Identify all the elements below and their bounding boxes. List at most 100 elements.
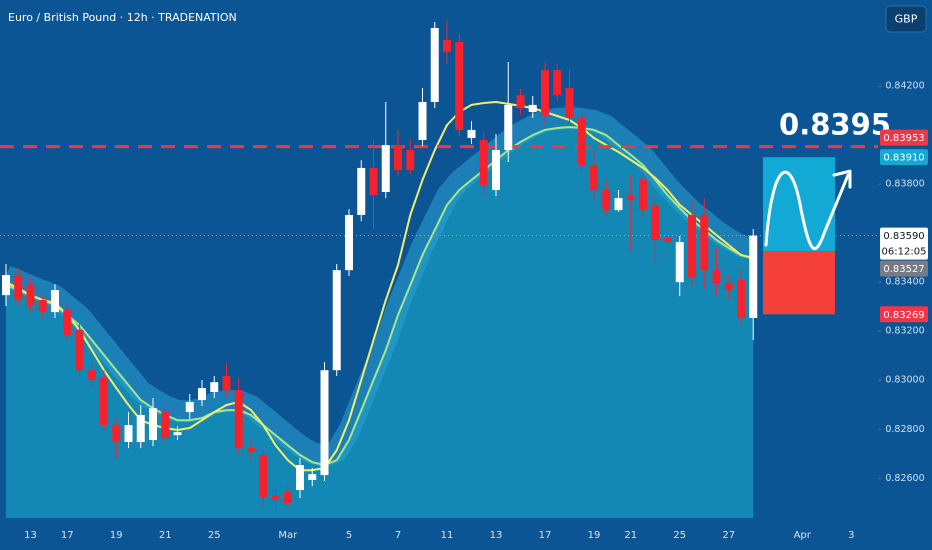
candle-body [112,425,121,443]
forecast-arrowhead [832,169,852,189]
price-label-box [880,149,928,166]
price-label: 0.83910 [883,153,924,164]
x-tick-label: 25 [208,530,221,541]
candle-body [528,104,537,113]
currency-button[interactable] [885,5,927,33]
forecast-arrow [764,170,850,251]
x-tick-label: 5 [346,530,352,541]
y-tick-label: 0.83400 [885,277,924,288]
candle-body [149,408,157,441]
candle-body [247,448,255,453]
candle-body [14,275,23,301]
candle-body [651,204,660,241]
candle-body [418,101,427,140]
candle-body [737,279,745,318]
candle-body [479,139,488,186]
y-tick-label: 0.83800 [885,179,924,190]
candle-body [675,241,684,283]
candle-body [504,104,513,151]
x-tick-label: 17 [61,530,74,541]
ma-line [5,126,754,466]
candle-body [296,465,304,491]
x-tick-label: 19 [110,530,123,541]
candle-body [51,290,59,313]
candle-body [87,370,96,380]
x-tick-label: 27 [722,530,735,541]
candle-body [234,390,243,449]
candle-body [369,167,378,196]
chart-title: Euro / British Pound · 12h · TRADENATION [8,11,237,24]
candle-body [222,376,231,391]
candle-body [541,70,549,115]
currency-label[interactable]: GBP [895,13,918,26]
candle-body [124,425,133,443]
candle-body [577,117,586,165]
candle-body [2,275,10,296]
x-tick-label: 21 [159,530,172,541]
price-label-box [880,227,928,260]
x-tick-label: 17 [539,530,552,541]
x-tick-label: 13 [490,530,503,541]
y-tick-label: 0.83200 [885,326,924,337]
candle-body [700,214,709,271]
price-label: 0.83953 [883,133,924,144]
candle-body [26,285,35,305]
candle-body [345,214,353,271]
candle-body [136,415,145,443]
candle-body [271,495,280,501]
candle-body [161,412,170,439]
x-tick-label: 13 [24,530,37,541]
candle-body [724,283,733,291]
annotation: 0.8395 [779,108,891,142]
candle-body [210,382,219,392]
y-tick-label: 0.84200 [885,81,924,92]
candle-body [38,300,47,313]
x-tick-label: 25 [673,530,686,541]
candle-body [332,270,341,371]
candle-body [394,145,402,171]
candle-body [381,145,390,192]
x-tick-label: 3 [848,530,854,541]
candle-body [430,27,439,102]
candle-body [455,41,464,130]
price-label: 0.83269 [883,310,924,321]
x-tick-label: 11 [441,530,454,541]
x-tick-label: Apr [794,530,812,541]
x-tick-label: 21 [624,530,637,541]
candle-body [259,454,268,498]
candle-body [516,95,525,109]
candle-body [688,214,696,278]
stop-zone [763,251,835,315]
price-label: 0.83527 [883,264,924,275]
price-label: 0.83590 [883,231,924,242]
candle-body [467,129,476,139]
candle-body [639,179,647,211]
candle-body [320,370,329,476]
x-tick-label: Mar [278,530,298,541]
candle-body [308,474,317,481]
candle-body [590,164,598,190]
plot-area [0,20,878,518]
candle-body [712,270,721,284]
candle-body [283,492,292,504]
y-tick-label: 0.82800 [885,424,924,435]
y-tick-label: 0.82600 [885,473,924,484]
candle-body [443,39,451,52]
candle-body [602,189,611,211]
price-label-box [880,306,928,323]
y-tick-label: 0.83000 [885,375,924,386]
ma-line [5,101,754,472]
countdown-label: 06:12:05 [882,247,927,258]
candle-body [198,388,206,401]
candle-body [614,198,623,211]
candle-body [565,88,574,118]
candle-body [406,150,415,171]
candle-body [492,150,500,190]
candle-body [185,402,194,413]
ma-band [1,107,756,467]
candle-body [553,70,562,96]
candle-body [749,235,758,318]
candle-body [75,329,84,371]
